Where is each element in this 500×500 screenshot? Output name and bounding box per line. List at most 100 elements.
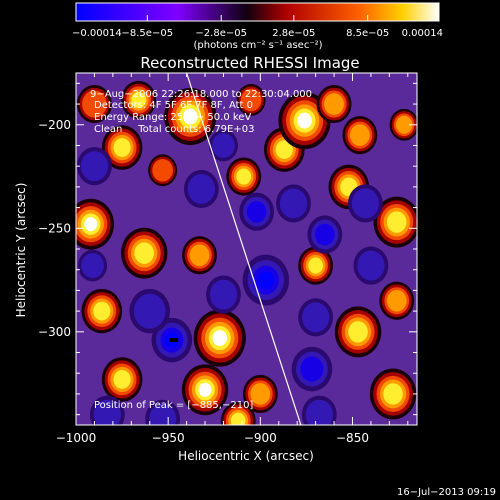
intensity-blob-13 [181, 364, 229, 416]
blob-level [84, 217, 98, 232]
y-axis-ticks: −200 −250 −300 [38, 82, 417, 416]
colorbar [75, 2, 440, 22]
blob-level [131, 91, 147, 108]
solar-limb-line [186, 73, 302, 425]
blob-level [209, 279, 238, 310]
intensity-blob-8 [373, 196, 417, 248]
intensity-blob-20 [379, 281, 415, 320]
blob-level [240, 88, 262, 112]
annotation-energy: Energy Range: 25.0 − 50.0 keV [94, 112, 251, 123]
intensity-blob-24 [77, 84, 112, 124]
intensity-blob-9 [76, 198, 114, 250]
colorbar-ticks: −0.00014 −8.5e−05 −2.8e−05 2.8e−05 8.5e−05 0.… [72, 15, 443, 39]
intensity-blob-18 [334, 306, 382, 358]
blob-level [80, 151, 109, 182]
footer-timestamp: 16−Jul−2013 09:19 [397, 487, 496, 498]
blob-level [348, 321, 368, 343]
y-tick-label: −250 [38, 221, 71, 235]
intensity-blob-16 [298, 246, 334, 285]
intensity-blob-32 [183, 169, 219, 209]
intensity-blob-7 [342, 116, 378, 155]
blob-level [314, 223, 335, 246]
blob-level [183, 108, 198, 125]
intensity-blob-14 [81, 288, 123, 334]
blob-level [349, 124, 370, 146]
blob-level [324, 93, 344, 115]
blob-level [113, 138, 131, 157]
blob-level [308, 257, 323, 274]
blob-level [305, 399, 333, 425]
intensity-blob-12 [193, 309, 246, 367]
x-axis-ticks: −1000 −950 −900 −850 [56, 73, 409, 445]
colorbar-tick-label: −0.00014 [72, 28, 122, 39]
intensity-blob-15 [101, 357, 143, 402]
intensity-blob-36 [291, 346, 333, 392]
annotation-clean: Clean Total counts: 6.79E+03 [94, 124, 254, 135]
y-tick-label: −300 [38, 325, 71, 339]
colorbar-tick-label: 8.5e−05 [346, 28, 389, 39]
blob-level [93, 301, 111, 321]
y-tick-label: −200 [38, 118, 71, 132]
blob-level [386, 211, 407, 233]
annotation-detectors: Detectors: 4F 5F 6F 7F 8F, Att 0 [94, 100, 253, 111]
blob-level [279, 188, 308, 219]
x-tick-label: −850 [336, 431, 369, 445]
x-axis-label: Heliocentric X (arcsec) [178, 449, 314, 463]
intensity-blob-11 [182, 236, 217, 275]
annotation-peak: Position of Peak = [−885,−210] [94, 400, 253, 411]
intensity-blob-30 [276, 184, 311, 223]
intensity-blob-35 [145, 399, 181, 425]
intensity-blob-40 [206, 275, 241, 314]
colorbar-tick-label: −2.8e−05 [195, 28, 247, 39]
blob-level [212, 133, 235, 158]
blob-level [250, 383, 271, 405]
blob-level [82, 90, 107, 118]
blob-level [113, 370, 131, 389]
blob-level [148, 403, 177, 425]
blob-level [230, 412, 246, 425]
intensity-blob-41 [78, 249, 108, 282]
intensity-blob-38 [353, 246, 389, 285]
blob-level [297, 112, 312, 129]
intensity-blob-0 [121, 80, 157, 119]
blob-level [383, 383, 403, 405]
colorbar-unit-label: (photons cm⁻² s⁻¹ asec⁻²) [193, 40, 322, 51]
intensity-blob-5 [278, 92, 331, 150]
intensity-blob-33 [77, 147, 112, 186]
x-tick-label: −1000 [56, 431, 97, 445]
blob-level [236, 168, 252, 185]
blob-level [198, 382, 212, 397]
intensity-blob-1 [101, 125, 143, 170]
intensity-blob-22 [316, 84, 352, 124]
blob-level [81, 253, 104, 279]
blob-level [257, 271, 274, 289]
intensity-blob-39 [347, 184, 383, 223]
blob-level [189, 244, 210, 267]
blob-level [300, 356, 324, 382]
intensity-blob-17 [242, 374, 278, 414]
blob-level [93, 399, 121, 425]
intensity-blob-19 [369, 368, 417, 420]
blob-level [357, 250, 385, 281]
y-axis-label: Heliocentric Y (arcsec) [14, 183, 28, 318]
intensity-blob-25 [389, 108, 417, 141]
blob-level [395, 115, 413, 134]
colorbar-tick-label: 2.8e−05 [272, 28, 315, 39]
blob-level [246, 200, 267, 223]
intensity-blob-29 [239, 192, 275, 231]
colorbar-tick-label: −8.5e−05 [122, 28, 174, 39]
annotation-time-range: 9−Aug−2006 22:26:18.000 to 22:30:04.000 [90, 89, 312, 100]
blob-level [212, 330, 228, 346]
blob-level [301, 302, 330, 333]
intensity-blob-26 [148, 154, 178, 187]
intensity-blob-3 [226, 157, 262, 196]
x-tick-label: −900 [244, 431, 277, 445]
intensity-blob-34 [129, 288, 171, 334]
intensity-blob-37 [298, 298, 334, 337]
intensity-blob-43 [208, 129, 238, 162]
intensity-blob-10 [120, 227, 168, 279]
plot-area [76, 73, 417, 425]
blob-level [133, 293, 166, 329]
blob-level [386, 289, 407, 312]
blob-level [275, 140, 293, 160]
